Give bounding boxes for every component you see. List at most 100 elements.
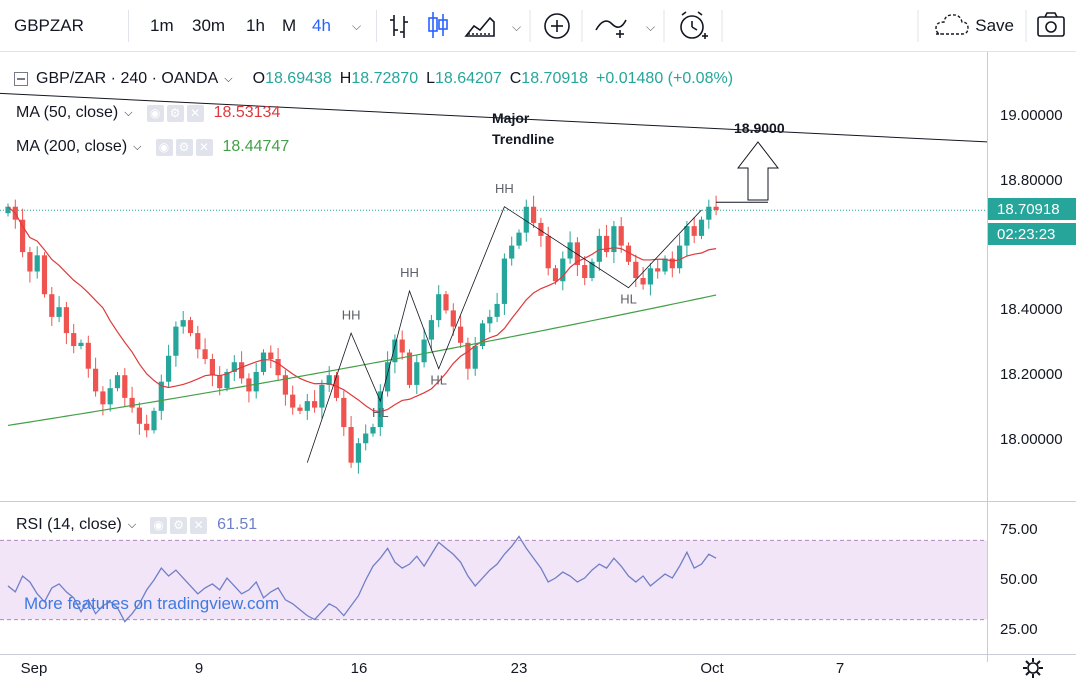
ma200-chevron-down-icon[interactable]: ⌵ [133,140,142,153]
candle-body[interactable] [71,333,77,347]
candle-body[interactable] [625,245,632,262]
candle-body[interactable] [567,242,573,259]
candle-body[interactable] [596,235,602,262]
pane-separator[interactable] [0,501,1076,502]
candle-body[interactable] [93,368,99,392]
candle-body[interactable] [129,397,135,408]
candle-body[interactable] [436,294,442,321]
candle-body[interactable] [509,245,515,259]
candle-body[interactable] [348,427,354,463]
series-title[interactable]: GBP/ZAR · 240 · OANDA [36,70,219,87]
candle-body[interactable] [545,235,551,269]
candle-body[interactable] [275,359,281,376]
ma50-visibility-eye-icon[interactable]: ◉ [146,104,164,122]
rsi-visibility-eye-icon[interactable]: ◉ [150,516,168,534]
candle-body[interactable] [217,375,223,389]
candle-body[interactable] [640,278,646,285]
ma200-label[interactable]: MA (200, close) [16,138,128,155]
collapse-legend-icon[interactable] [14,72,28,86]
major-trendline[interactable] [0,92,988,143]
rsi-line[interactable] [7,535,717,623]
candle-body[interactable] [268,352,274,359]
candle-body[interactable] [647,268,653,285]
candle-body[interactable] [552,268,559,282]
candle-body[interactable] [574,242,580,266]
candle-body[interactable] [34,255,40,272]
price-tick[interactable]: 18.40000 [1000,301,1063,318]
candle-body[interactable] [363,433,369,444]
candle-body[interactable] [319,384,325,408]
time-tick[interactable]: Sep [20,660,48,677]
ma200-settings-gear-icon[interactable]: ⚙ [175,138,193,156]
ma50-settings-gear-icon[interactable]: ⚙ [166,104,184,122]
candle-body[interactable] [290,394,296,408]
candle-body[interactable] [443,294,449,311]
candle-body[interactable] [260,352,267,372]
time-tick[interactable]: Oct [700,660,724,677]
candle-body[interactable] [100,391,106,405]
rsi-tick[interactable]: 50.00 [1000,571,1038,588]
candle-body[interactable] [523,206,529,233]
candle-body[interactable] [618,226,624,246]
interval-30m[interactable]: 30m [192,16,226,35]
price-tick[interactable]: 18.00000 [1000,431,1063,448]
candle-body[interactable] [166,355,172,382]
candle-body[interactable] [377,391,383,428]
candle-body[interactable] [458,326,464,343]
candle-body[interactable] [450,310,456,327]
candle-body[interactable] [677,245,683,269]
candle-body[interactable] [655,268,661,272]
time-tick[interactable]: 7 [835,660,845,677]
rsi-tick[interactable]: 25.00 [1000,621,1038,638]
time-tick[interactable]: 23 [510,660,528,677]
candle-body[interactable] [399,339,405,353]
candle-body[interactable] [20,219,26,253]
time-tick[interactable]: 9 [194,660,204,677]
rsi-remove-close-icon[interactable]: ✕ [190,516,208,534]
candle-body[interactable] [611,226,617,253]
candle-body[interactable] [538,222,544,236]
candle-body[interactable] [49,294,55,317]
candle-body[interactable] [662,258,668,272]
interval-monthly[interactable]: M [282,16,297,35]
candle-body[interactable] [326,375,332,385]
rsi-chevron-down-icon[interactable]: ⌵ [127,518,137,531]
save-button[interactable]: Save [975,16,1014,35]
candle-body[interactable] [684,226,690,246]
symbol-search-button[interactable]: GBPZAR [14,16,84,35]
ma50-label[interactable]: MA (50, close) [16,104,119,121]
candle-body[interactable] [282,375,288,395]
candle-body[interactable] [158,381,164,411]
candle-body[interactable] [698,219,705,236]
ma50-chevron-down-icon[interactable]: ⌵ [124,106,133,119]
candle-body[interactable] [531,206,537,223]
candle-body[interactable] [144,423,150,431]
candle-body[interactable] [312,401,318,408]
candle-body[interactable] [604,235,610,253]
candle-body[interactable] [691,226,697,236]
candle-body[interactable] [516,232,522,246]
candle-body[interactable] [706,206,712,220]
candle-body[interactable] [479,323,486,347]
ma200-remove-close-icon[interactable]: ✕ [195,138,213,156]
rsi-label[interactable]: RSI (14, close) [16,516,122,533]
candle-body[interactable] [27,252,33,272]
price-tick[interactable]: 18.20000 [1000,366,1063,383]
candle-body[interactable] [78,342,84,347]
ma50-remove-close-icon[interactable]: ✕ [186,104,204,122]
candle-body[interactable] [122,375,128,398]
candle-body[interactable] [56,307,62,317]
candle-body[interactable] [414,362,420,385]
candle-body[interactable] [472,346,478,369]
candle-body[interactable] [428,320,434,340]
interval-1m[interactable]: 1m [150,16,174,35]
price-tick[interactable]: 18.80000 [1000,172,1063,189]
candle-body[interactable] [355,443,361,463]
interval-dropdown-chevron-down-icon[interactable]: ⌵ [352,18,362,33]
candle-body[interactable] [494,303,500,317]
candle-body[interactable] [253,371,259,392]
candle-body[interactable] [41,255,48,295]
candle-body[interactable] [560,258,566,282]
series-chevron-down-icon[interactable]: ⌵ [224,72,233,85]
